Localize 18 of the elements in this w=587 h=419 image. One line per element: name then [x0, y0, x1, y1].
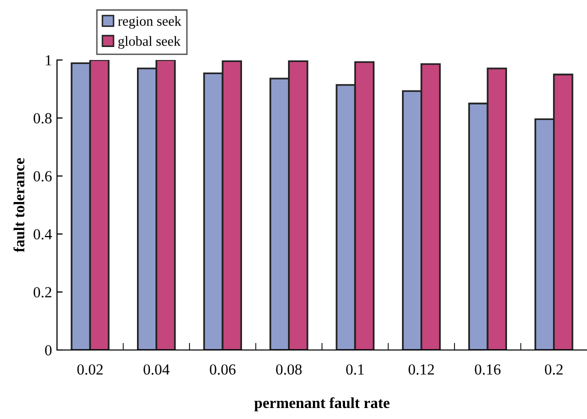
x-tick-label: 0.1: [346, 364, 364, 375]
legend-label: region seek: [118, 16, 182, 29]
y-tick-label: 0.2: [34, 287, 52, 298]
x-tick-label: 0.04: [144, 364, 170, 375]
x-tick-label: 0.08: [276, 364, 302, 375]
x-tick-label: 0.16: [474, 364, 501, 375]
x-tick-label: 0.2: [544, 364, 563, 375]
x-tick-label: 0.02: [77, 364, 103, 375]
y-tick-label: 0.6: [34, 171, 52, 182]
y-tick-label: 0: [45, 345, 52, 356]
y-axis-title: fault tolerance: [13, 158, 24, 252]
y-tick-label: 0.4: [34, 229, 52, 240]
y-tick-label: 1: [46, 55, 52, 66]
x-tick-label: 0.12: [408, 364, 434, 375]
x-axis-title: permenant fault rate: [254, 397, 390, 412]
x-tick-label: 0.06: [210, 364, 236, 375]
y-tick-label: 0.8: [34, 113, 52, 124]
legend-label: global seek: [118, 36, 181, 49]
